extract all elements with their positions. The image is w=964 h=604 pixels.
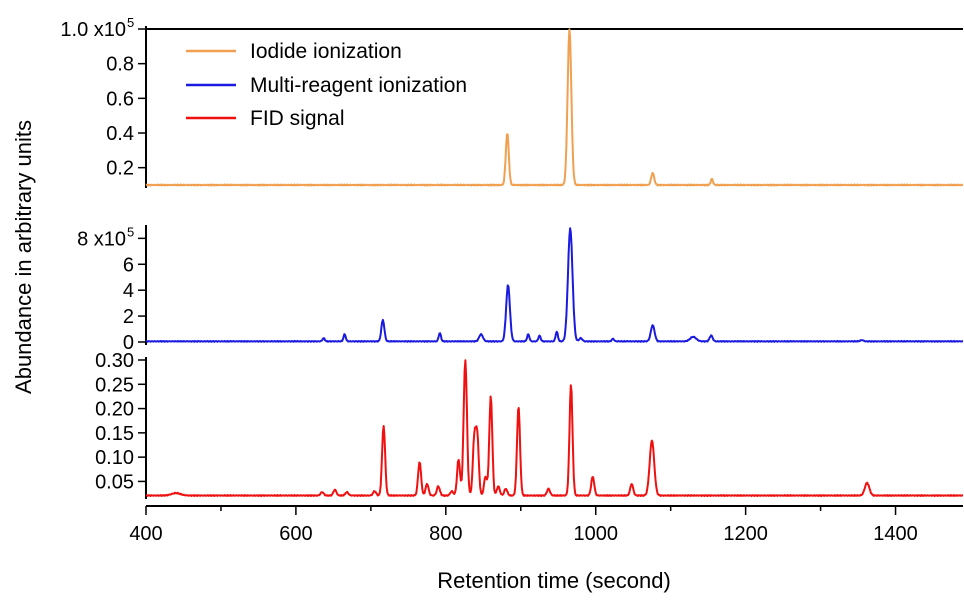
- y-tick-label-fid: 0.25: [95, 374, 134, 396]
- legend: Iodide ionization Multi-reagent ionizati…: [186, 40, 467, 130]
- x-axis-title: Retention time (second): [437, 568, 671, 593]
- y-tick-label-fid: 0.20: [95, 399, 134, 421]
- series-line-multi-reagent: [145, 227, 964, 343]
- y-tick-label-iodide: 0.6: [106, 88, 134, 110]
- panel-iodide: 0.2 0.4 0.6 0.8 1.0 x10 5: [60, 15, 964, 188]
- x-tick-label: 1400: [873, 523, 918, 545]
- y-exponent-label-multi-reagent: 5: [127, 224, 134, 239]
- x-axis: 400 600 800 1000 1200 1400: [129, 505, 963, 545]
- panel-fid: 0.050.100.150.20 0.250.30: [95, 350, 964, 499]
- legend-label-iodide: Iodide ionization: [250, 40, 402, 63]
- x-tick-label: 1000: [573, 523, 618, 545]
- y-tick-label-multi-reagent: 2: [123, 306, 134, 328]
- y-tick-label-multi-reagent: 8 x10: [77, 228, 126, 250]
- series-line-fid: [145, 359, 964, 498]
- x-tick-label: 400: [129, 523, 162, 545]
- y-tick-label-multi-reagent: 6: [123, 254, 134, 276]
- x-tick-label: 1200: [723, 523, 768, 545]
- y-tick-label-fid: 0.15: [95, 423, 134, 445]
- legend-label-multi-reagent: Multi-reagent ionization: [250, 74, 467, 97]
- y-tick-label-fid: 0.05: [95, 471, 134, 493]
- y-tick-label-fid: 0.30: [95, 350, 134, 372]
- y-tick-label-iodide: 0.8: [106, 54, 134, 76]
- series-line-iodide: [145, 28, 964, 187]
- y-tick-label-multi-reagent: 4: [123, 280, 134, 302]
- y-tick-label-iodide: 1.0 x10: [60, 19, 126, 41]
- x-tick-label: 600: [279, 523, 312, 545]
- y-tick-label-iodide: 0.2: [106, 158, 134, 180]
- legend-label-fid: FID signal: [250, 107, 345, 130]
- y-tick-label-fid: 0.10: [95, 447, 134, 469]
- y-tick-label-multi-reagent: 0: [123, 332, 134, 354]
- y-tick-label-iodide: 0.4: [106, 123, 134, 145]
- x-tick-label: 800: [429, 523, 462, 545]
- y-axis-title: Abundance in arbitrary units: [11, 120, 36, 394]
- y-exponent-label-iodide: 5: [127, 15, 134, 30]
- panel-multi-reagent: 0 2 4 6 8 x10 5: [77, 224, 964, 354]
